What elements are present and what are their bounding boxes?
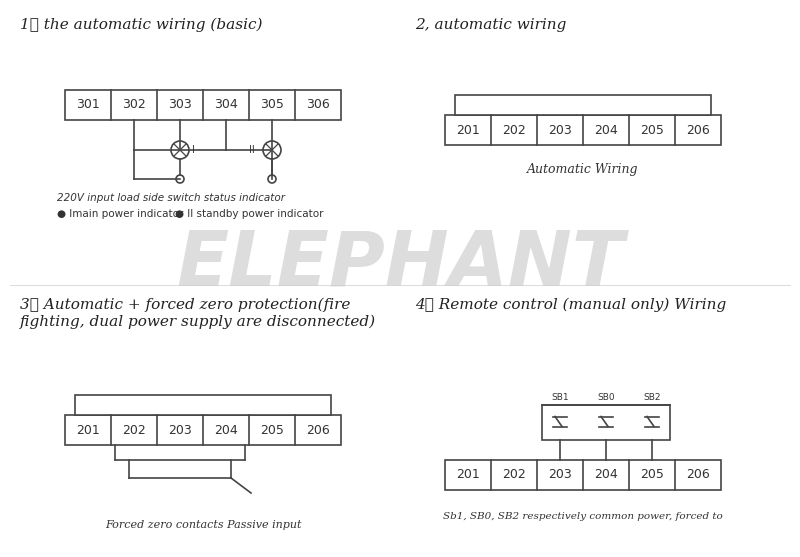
Text: 204: 204 xyxy=(594,468,618,481)
Text: 202: 202 xyxy=(502,468,526,481)
Text: 3、 Automatic + forced zero protection(fire
fighting, dual power supply are disco: 3、 Automatic + forced zero protection(fi… xyxy=(20,298,376,329)
Bar xyxy=(65,415,341,445)
Text: 204: 204 xyxy=(594,124,618,136)
Text: 204: 204 xyxy=(214,423,238,437)
Text: Automatic Wiring: Automatic Wiring xyxy=(527,163,638,176)
Text: 1、 the automatic wiring (basic): 1、 the automatic wiring (basic) xyxy=(20,18,262,32)
Text: II: II xyxy=(249,145,254,155)
Text: 202: 202 xyxy=(122,423,146,437)
Text: 206: 206 xyxy=(686,124,710,136)
Text: 201: 201 xyxy=(456,124,480,136)
Text: ● Imain power indicator: ● Imain power indicator xyxy=(57,209,183,219)
Text: 305: 305 xyxy=(260,99,284,111)
Text: SB1: SB1 xyxy=(551,393,569,402)
Text: 303: 303 xyxy=(168,99,192,111)
Text: 201: 201 xyxy=(456,468,480,481)
Text: 220V input load side switch status indicator: 220V input load side switch status indic… xyxy=(57,193,285,203)
Text: 203: 203 xyxy=(548,124,572,136)
Text: 4、 Remote control (manual only) Wiring: 4、 Remote control (manual only) Wiring xyxy=(415,298,726,312)
Text: 301: 301 xyxy=(76,99,100,111)
Bar xyxy=(75,395,331,415)
Text: 205: 205 xyxy=(260,423,284,437)
Text: 206: 206 xyxy=(306,423,330,437)
Text: I: I xyxy=(192,145,195,155)
Bar xyxy=(445,115,721,145)
Text: SB2: SB2 xyxy=(643,393,661,402)
Text: SB0: SB0 xyxy=(597,393,615,402)
Text: ● II standby power indicator: ● II standby power indicator xyxy=(175,209,323,219)
Text: 202: 202 xyxy=(502,124,526,136)
Text: 302: 302 xyxy=(122,99,146,111)
Text: Sb1, SB0, SB2 respectively common power, forced to: Sb1, SB0, SB2 respectively common power,… xyxy=(443,512,723,521)
Text: 306: 306 xyxy=(306,99,330,111)
Text: 205: 205 xyxy=(640,468,664,481)
Text: 206: 206 xyxy=(686,468,710,481)
Text: 203: 203 xyxy=(548,468,572,481)
Text: ELEPHANT: ELEPHANT xyxy=(176,228,624,302)
Bar xyxy=(542,405,670,440)
Bar xyxy=(455,95,711,115)
Text: 203: 203 xyxy=(168,423,192,437)
Text: 2, automatic wiring: 2, automatic wiring xyxy=(415,18,566,32)
Text: 304: 304 xyxy=(214,99,238,111)
Bar xyxy=(445,460,721,490)
Text: 205: 205 xyxy=(640,124,664,136)
Text: Forced zero contacts Passive input: Forced zero contacts Passive input xyxy=(105,520,302,530)
Text: 201: 201 xyxy=(76,423,100,437)
Bar xyxy=(65,90,341,120)
